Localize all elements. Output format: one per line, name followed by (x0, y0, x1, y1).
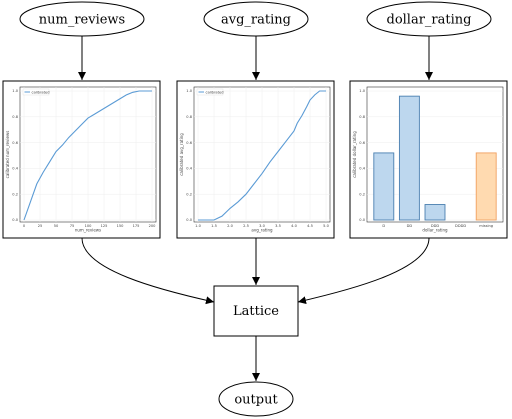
y-tick-label: 0.6 (359, 141, 365, 145)
x-tick-label: 4.5 (307, 224, 313, 228)
x-tick-label: missing (479, 224, 493, 228)
input-node-dollar-rating-label: dollar_rating (387, 13, 472, 28)
plot-frame (366, 86, 504, 223)
input-node-dollar-rating: dollar_rating (366, 1, 492, 37)
x-tick-label: 3.5 (275, 224, 281, 228)
input-node-num-reviews-label: num_reviews (39, 13, 125, 28)
x-tick-label: 25 (38, 224, 43, 228)
x-tick-label: 200 (149, 224, 157, 228)
calibrator-node-num-reviews: 0.0 0.2 0.4 0.6 0.8 1.0 0 25 50 75 100 125 150 175 200… (2, 80, 161, 239)
y-tick-label: 0.0 (12, 218, 18, 222)
calibrator-chart-num-reviews: 0.0 0.2 0.4 0.6 0.8 1.0 0 25 50 75 100 125 150 175 200… (5, 86, 157, 233)
chart-legend: calibrated (22, 88, 50, 96)
y-axis-label: calibrated avg_rating (179, 133, 184, 176)
bar-dd (398, 95, 420, 221)
y-tick-label: 0.2 (186, 192, 192, 196)
x-tick-label: DDD (431, 224, 440, 228)
calibrated-series-line (198, 90, 326, 221)
x-axis-label: avg_rating (251, 228, 273, 233)
y-tick-label: 1.0 (12, 89, 18, 93)
x-tick-label: DD (407, 224, 413, 228)
y-axis-label: calibrated num_reviews (5, 131, 10, 179)
x-tick-label: 2.0 (227, 224, 233, 228)
x-tick-label: D (382, 224, 385, 228)
y-tick-label: 1.0 (186, 89, 192, 93)
input-node-num-reviews: num_reviews (19, 1, 145, 37)
y-tick-label: 0.8 (12, 115, 18, 119)
x-tick-label: 1.0 (195, 224, 201, 228)
legend-label: calibrated (206, 90, 224, 94)
bar-ddd (424, 204, 446, 221)
y-tick-label: 0.6 (186, 141, 192, 145)
x-tick-label: 3.0 (259, 224, 265, 228)
calibrator-node-avg-rating: 0.0 0.2 0.4 0.6 0.8 1.0 1.0 1.5 2.0 2.5 3.0 3.5 4.0 4… (176, 80, 335, 239)
input-node-avg-rating: avg_rating (203, 1, 309, 37)
bar-d (373, 152, 395, 221)
x-tick-label: 50 (54, 224, 59, 228)
calibrator-chart-dollar-rating: 0.00.20.40.60.81.0D DD DDD DDDD missingdolla… (352, 86, 504, 233)
y-tick-label: 0.0 (359, 218, 365, 222)
calibrator-node-dollar-rating: 0.00.20.40.60.81.0D DD DDD DDDD missingdolla… (349, 80, 508, 239)
x-tick-label: 150 (117, 224, 125, 228)
edge-dollar-rating-calibrator-to-lattice (297, 237, 430, 305)
edge-num-reviews-calibrator-to-lattice (81, 237, 215, 305)
y-tick-label: 0.4 (12, 167, 18, 171)
y-tick-label: 0.6 (12, 141, 18, 145)
y-tick-label: 0.2 (359, 192, 365, 196)
y-tick-label: 0.0 (186, 218, 192, 222)
calibrated-series-line (23, 90, 152, 221)
x-tick-label: 100 (85, 224, 93, 228)
y-tick-label: 0.2 (12, 192, 18, 196)
lattice-node-label: Lattice (233, 304, 279, 319)
y-tick-label: 0.4 (186, 167, 192, 171)
x-tick-label: 4.0 (291, 224, 297, 228)
bar-missing (475, 152, 497, 221)
chart-legend: calibrated (196, 88, 224, 96)
x-axis-label: num_reviews (75, 228, 101, 233)
y-tick-label: 1.0 (359, 89, 365, 93)
lattice-node: Lattice (213, 285, 299, 337)
x-tick-label: 175 (133, 224, 140, 228)
x-tick-label: 5.0 (323, 224, 329, 228)
x-tick-label: 125 (101, 224, 108, 228)
input-node-avg-rating-label: avg_rating (221, 13, 291, 28)
x-tick-label: 0 (23, 224, 26, 228)
legend-label: calibrated (32, 90, 50, 94)
x-tick-label: 1.5 (211, 224, 217, 228)
calibrator-chart-avg-rating: 0.0 0.2 0.4 0.6 0.8 1.0 1.0 1.5 2.0 2.5 3.0 3.5 4.0 4… (179, 86, 331, 233)
y-tick-label: 0.8 (359, 115, 365, 119)
output-node: output (218, 381, 294, 417)
y-tick-label: 0.4 (359, 167, 365, 171)
x-axis-label: dollar_rating (422, 228, 448, 233)
x-tick-label: 2.5 (243, 224, 249, 228)
output-node-label: output (234, 393, 278, 408)
y-tick-label: 0.8 (186, 115, 192, 119)
x-tick-label: 75 (70, 224, 75, 228)
x-tick-label: DDDD (455, 224, 466, 228)
y-axis-label: calibrated dollar_rating (352, 131, 357, 178)
